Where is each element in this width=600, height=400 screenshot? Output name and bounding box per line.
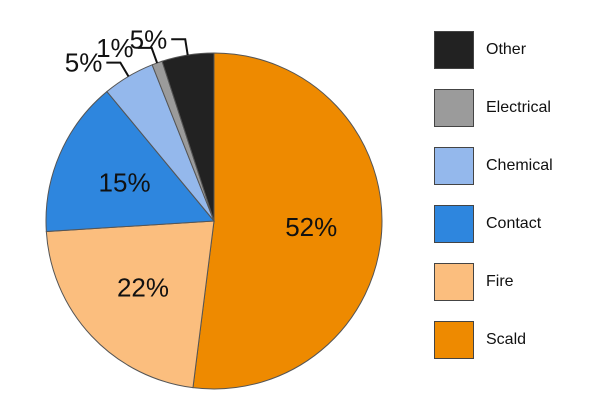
legend-swatch bbox=[434, 263, 474, 301]
legend-item-chemical: Chemical bbox=[434, 147, 594, 185]
pie-slice-other bbox=[161, 52, 215, 222]
pie-label-electrical: 1% bbox=[96, 33, 134, 63]
legend-label: Chemical bbox=[486, 157, 553, 174]
legend-swatch bbox=[434, 205, 474, 243]
pie-labels: 52% 22% 15% 5%1%5% bbox=[65, 24, 338, 302]
pie-callout-other bbox=[171, 38, 189, 56]
pie-slices bbox=[45, 52, 383, 390]
pie-label-contact: 15% bbox=[99, 167, 151, 197]
pie-callout-electrical bbox=[137, 46, 159, 64]
pie-slice-scald bbox=[192, 52, 383, 390]
legend-swatch bbox=[434, 31, 474, 69]
pie-label-chemical: 5% bbox=[65, 48, 103, 78]
legend-item-scald: Scald bbox=[434, 321, 594, 359]
legend-item-fire: Fire bbox=[434, 263, 594, 301]
legend-item-contact: Contact bbox=[434, 205, 594, 243]
pie-slice-contact bbox=[45, 90, 216, 233]
legend-label: Electrical bbox=[486, 99, 551, 116]
legend-label: Other bbox=[486, 41, 527, 58]
pie-callout-chemical bbox=[106, 61, 130, 77]
legend-item-other: Other bbox=[434, 31, 594, 69]
chart-legend: Other Electrical Chemical Contact Fire Scald bbox=[434, 31, 594, 359]
legend-label: Contact bbox=[486, 215, 542, 232]
legend-label: Fire bbox=[486, 273, 514, 290]
pie-label-fire: 22% bbox=[117, 273, 169, 303]
legend-swatch bbox=[434, 147, 474, 185]
legend-label: Scald bbox=[486, 331, 527, 348]
pie-slice-fire bbox=[45, 220, 215, 389]
pie-label-other: 5% bbox=[130, 24, 168, 54]
pie-callouts bbox=[106, 38, 189, 77]
legend-swatch bbox=[434, 321, 474, 359]
legend-swatch bbox=[434, 89, 474, 127]
legend-item-electrical: Electrical bbox=[434, 89, 594, 127]
pie-label-scald: 52% bbox=[285, 212, 337, 242]
